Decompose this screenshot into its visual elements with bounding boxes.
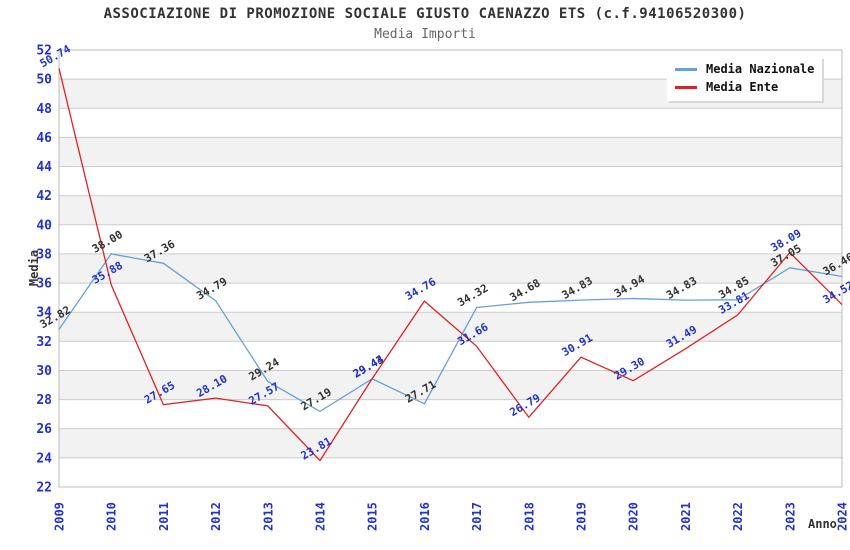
x-tick-label: 2010 <box>105 502 119 531</box>
legend-swatch-icon <box>675 67 697 71</box>
y-tick-label: 44 <box>36 160 52 175</box>
y-tick-label: 22 <box>36 481 52 496</box>
legend-label: Media Nazionale <box>706 62 815 76</box>
plot-band <box>59 137 842 167</box>
y-tick-label: 28 <box>36 393 52 408</box>
y-tick-label: 24 <box>36 451 52 466</box>
y-tick-label: 36 <box>36 277 52 292</box>
x-tick-label: 2014 <box>314 502 328 531</box>
x-tick-label: 2022 <box>731 502 745 531</box>
y-tick-label: 52 <box>36 44 52 59</box>
plot-border <box>58 49 843 488</box>
plot-band <box>59 195 842 225</box>
legend-label: Media Ente <box>706 80 779 94</box>
legend: Media Nazionale Media Ente <box>667 57 823 101</box>
chart-title: ASSOCIAZIONE DI PROMOZIONE SOCIALE GIUST… <box>103 6 747 22</box>
x-tick-label: 2019 <box>575 502 589 531</box>
plot-band <box>59 224 842 254</box>
x-tick-label: 2021 <box>679 502 693 531</box>
y-tick-label: 46 <box>36 131 52 146</box>
x-tick-label: 2018 <box>522 502 536 531</box>
x-tick-label: 2015 <box>366 502 380 531</box>
plot-band <box>59 283 842 313</box>
y-tick-label: 48 <box>36 102 52 117</box>
y-tick-label: 34 <box>36 306 52 321</box>
x-tick-label: 2013 <box>261 502 275 531</box>
series-line-media-nazionale <box>58 253 843 413</box>
x-tick-label: 2011 <box>157 502 171 531</box>
chart-subtitle: Media Importi <box>374 27 476 42</box>
y-tick-label: 42 <box>36 189 52 204</box>
legend-item-media-nazionale: Media Nazionale <box>675 62 814 76</box>
plot-band <box>59 253 842 283</box>
legend-item-media-ente: Media Ente <box>675 80 814 94</box>
x-tick-label: 2012 <box>209 502 223 531</box>
y-tick-label: 50 <box>36 73 52 88</box>
plot-band <box>59 457 842 487</box>
x-tick-label: 2016 <box>418 502 432 531</box>
x-tick-label: 2023 <box>783 502 797 531</box>
y-tick-label: 30 <box>36 364 52 379</box>
plot-band <box>59 399 842 429</box>
plot-band <box>59 428 842 458</box>
plot-band <box>59 108 842 138</box>
legend-swatch-icon <box>675 85 697 89</box>
plot-band <box>59 166 842 196</box>
plot-band <box>59 312 842 342</box>
y-tick-label: 32 <box>36 335 52 350</box>
y-tick-label: 38 <box>36 247 52 262</box>
x-axis-title: Anno <box>808 517 837 531</box>
y-axis-title: Media <box>27 249 42 287</box>
y-tick-label: 40 <box>36 218 52 233</box>
x-tick-label: 2017 <box>470 502 484 531</box>
series-line-media-ente <box>58 68 843 462</box>
plot-band <box>59 370 842 400</box>
x-tick-label: 2009 <box>53 502 67 531</box>
x-tick-label: 2020 <box>627 502 641 531</box>
x-tick-label: 2024 <box>836 502 850 531</box>
y-tick-label: 26 <box>36 422 52 437</box>
